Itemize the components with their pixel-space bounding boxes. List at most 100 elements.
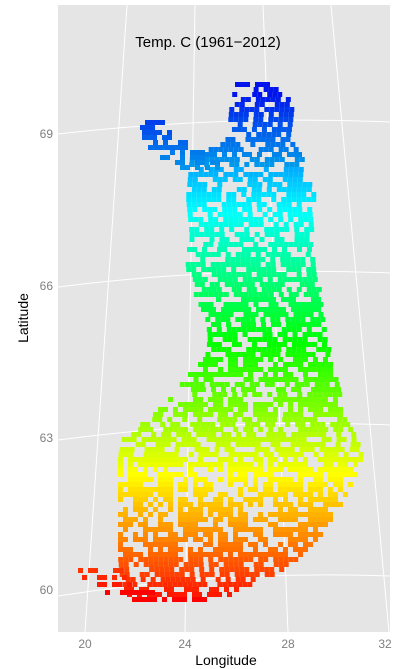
temperature-cell [271,322,277,327]
temperature-cell [168,457,173,462]
temperature-cell [228,452,234,457]
temperature-cell [238,487,243,492]
temperature-cell [118,467,123,472]
temperature-cell [268,512,273,517]
temperature-cell [254,572,260,577]
temperature-cell [309,447,315,452]
temperature-cell [213,407,218,412]
temperature-cell [246,297,251,302]
temperature-cell [197,592,202,597]
temperature-cell [168,145,173,150]
temperature-cell [343,472,348,477]
temperature-cell [193,477,198,482]
temperature-cell [355,442,361,447]
temperature-cell [248,552,253,557]
temperature-cell [313,472,318,477]
temperature-cell [281,387,286,392]
temperature-cell [316,347,322,352]
temperature-cell [281,272,287,277]
temperature-cell [261,347,267,352]
temperature-cell [250,257,256,262]
temperature-cell [273,87,279,92]
temperature-cell [328,407,333,412]
temperature-cell [253,112,259,117]
temperature-cell [211,272,217,277]
temperature-cell [243,527,248,532]
temperature-cell [189,232,195,237]
temperature-cell [216,342,222,347]
temperature-cell [211,187,217,192]
temperature-cell [301,342,307,347]
temperature-cell [297,247,302,252]
temperature-cell [157,582,163,587]
temperature-cell [311,272,317,277]
temperature-cell [269,572,275,577]
temperature-cell [257,92,263,97]
temperature-cell [286,287,292,292]
temperature-cell [188,472,193,477]
temperature-cell [316,322,322,327]
temperature-cell [118,522,123,527]
temperature-cell [197,182,203,187]
y-tick-69: 69 [40,127,54,141]
temperature-cell [188,402,193,407]
temperature-cell [253,302,259,307]
x-tick-28: 28 [281,637,295,651]
temperature-cell [206,192,212,197]
temperature-cell [261,202,267,207]
temperature-cell [143,537,148,542]
temperature-cell [222,152,227,157]
temperature-cell [308,487,313,492]
temperature-cell [188,562,194,567]
temperature-cell [123,552,128,557]
temperature-cell [168,397,173,402]
temperature-cell [168,427,174,432]
temperature-cell [318,517,323,522]
temperature-cell [183,145,188,150]
temperature-cell [158,557,164,562]
temperature-cell [223,407,228,412]
temperature-cell [183,502,188,507]
temperature-cell [138,472,143,477]
temperature-cell [208,527,213,532]
temperature-cell [243,552,248,557]
temperature-cell [233,172,239,177]
temperature-cell [143,532,148,537]
temperature-cell [246,272,252,277]
temperature-cell [238,372,243,377]
temperature-cell [256,437,262,442]
temperature-cell [233,412,238,417]
temperature-cell [207,207,213,212]
temperature-cell [268,492,273,497]
temperature-cell [296,322,302,327]
temperature-cell [323,502,328,507]
temperature-cell [241,307,246,312]
temperature-cell [293,397,298,402]
temperature-cell [216,347,222,352]
temperature-cell [158,522,163,527]
temperature-cell [198,372,203,377]
temperature-cell [300,352,306,357]
temperature-cell [140,442,146,447]
temperature-cell [283,367,288,372]
temperature-cell [276,437,282,442]
temperature-cell [339,447,345,452]
temperature-cell [278,492,283,497]
temperature-cell [249,237,255,242]
temperature-cell [208,167,214,172]
temperature-cell [191,437,197,442]
temperature-cell [257,152,262,157]
temperature-cell [143,522,148,527]
temperature-cell [283,562,289,567]
temperature-cell [283,492,288,497]
temperature-cell [211,192,217,197]
temperature-cell [288,487,293,492]
temperature-cell [288,372,293,377]
temperature-cell [241,127,247,132]
temperature-cell [301,347,307,352]
temperature-cell [257,122,263,127]
temperature-cell [123,537,128,542]
temperature-cell [186,197,192,202]
temperature-cell [292,177,298,182]
temperature-cell [228,472,233,477]
